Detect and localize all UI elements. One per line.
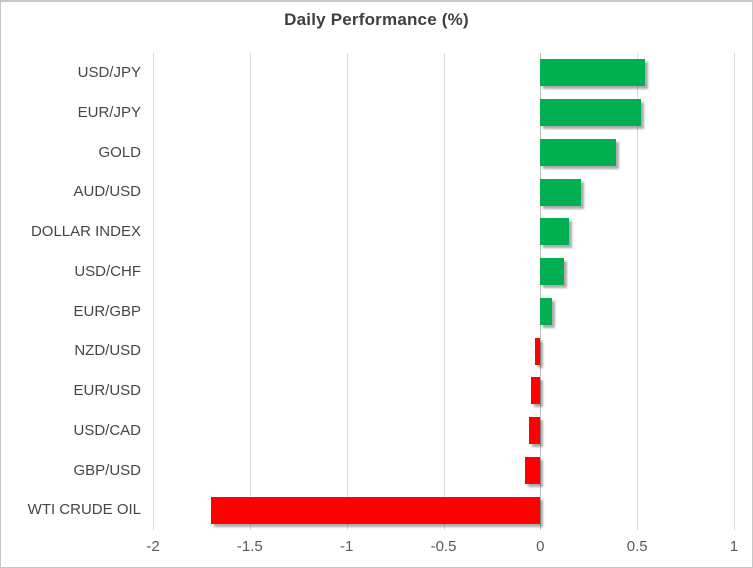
value-axis: -2 -1.5 -1 -0.5 0 0.5 1: [1, 538, 752, 560]
category-label: USD/JPY: [77, 64, 141, 81]
vertical-gridline: [734, 53, 735, 530]
chart-title: Daily Performance (%): [284, 10, 469, 29]
category-axis: USD/JPY EUR/JPY GOLD AUD/USD DOLLAR INDEX USD…: [1, 53, 141, 530]
plot-area: [153, 53, 735, 530]
category-label: DOLLAR INDEX: [30, 223, 141, 240]
x-tick-label: -2: [146, 538, 160, 555]
x-tick-label: -0.5: [430, 538, 457, 555]
category-label: EUR/USD: [73, 382, 141, 399]
bar-usd-cad: [528, 417, 541, 445]
category-label: EUR/GBP: [73, 302, 141, 320]
bar-eur-usd: [530, 377, 541, 405]
x-tick-label: -1.5: [236, 538, 263, 555]
bar-gold: [540, 138, 616, 166]
category-label: NZD/USD: [74, 342, 141, 360]
zero-axis-line: [540, 53, 542, 530]
vertical-gridline: [443, 53, 445, 530]
category-label: USD/CAD: [73, 421, 141, 439]
category-label: GOLD: [98, 143, 141, 161]
bar-nzd-usd: [534, 337, 541, 365]
bar-dollar-index: [540, 218, 570, 246]
bar-gbp-usd: [524, 456, 541, 484]
x-tick-label: 1: [729, 538, 739, 555]
category-label: GBP/USD: [73, 461, 141, 479]
x-tick-label: 0: [536, 538, 545, 555]
bar-aud-usd: [540, 178, 581, 206]
bar-usd-jpy: [540, 59, 645, 87]
category-label: EUR/JPY: [77, 103, 141, 121]
vertical-gridline: [637, 53, 639, 530]
x-tick-label: -1: [339, 538, 354, 555]
x-tick-label: 0.5: [626, 538, 648, 555]
category-label: AUD/USD: [73, 183, 141, 201]
category-label: USD/CHF: [74, 262, 141, 280]
vertical-gridline: [249, 53, 251, 530]
vertical-gridline: [153, 53, 154, 530]
bar-usd-chf: [540, 258, 564, 286]
bar-eur-gbp: [540, 297, 552, 325]
vertical-gridline: [346, 53, 348, 530]
bar-wti-crude-oil: [211, 496, 541, 524]
bar-eur-jpy: [540, 99, 642, 127]
category-label: WTI CRUDE OIL: [27, 501, 141, 519]
